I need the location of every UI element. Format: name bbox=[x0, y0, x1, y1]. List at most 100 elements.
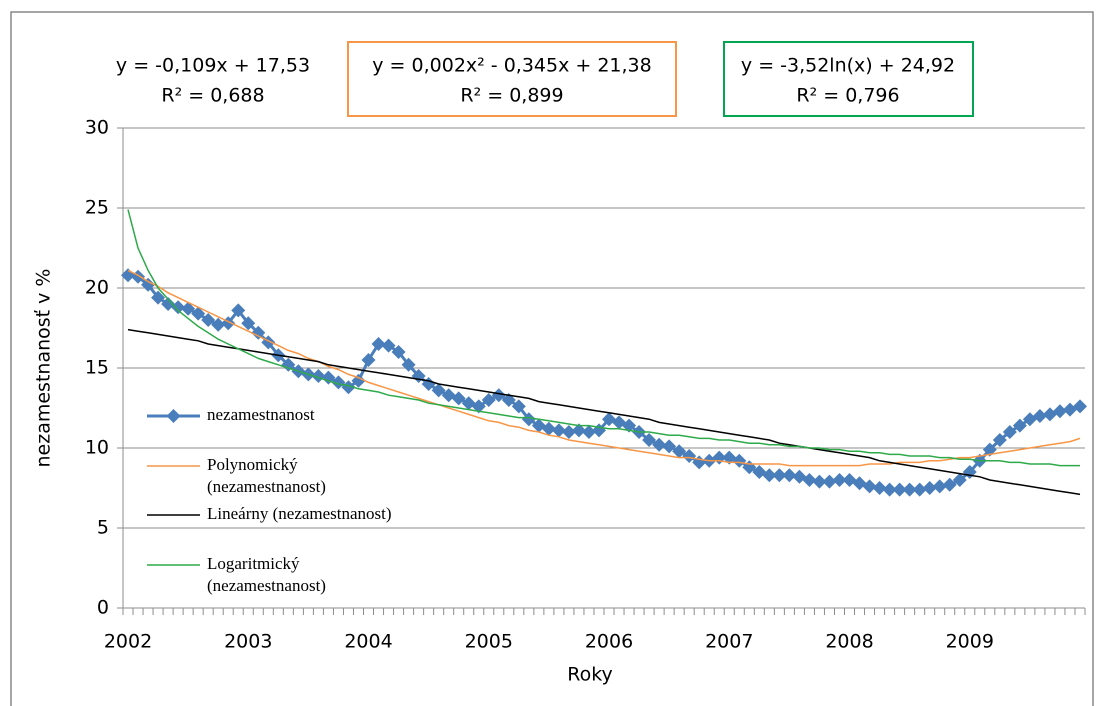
data-marker bbox=[361, 353, 376, 367]
y-tick-label: 20 bbox=[85, 277, 109, 299]
data-marker bbox=[321, 370, 336, 385]
equation-text: R² = 0,796 bbox=[796, 85, 899, 107]
data-marker bbox=[662, 439, 677, 454]
legend-label-line: Logaritmický bbox=[207, 554, 300, 573]
data-marker bbox=[892, 482, 907, 497]
equation-box bbox=[347, 41, 677, 117]
equation-text: R² = 0,899 bbox=[460, 85, 563, 107]
data-marker bbox=[832, 473, 847, 487]
data-marker bbox=[952, 473, 967, 487]
x-tick-label: 2006 bbox=[585, 631, 633, 653]
data-marker bbox=[241, 316, 256, 331]
data-marker bbox=[882, 482, 897, 497]
data-marker bbox=[371, 337, 386, 351]
data-marker bbox=[481, 393, 496, 407]
legend-label-line: (nezamestnanost) bbox=[207, 477, 326, 496]
data-marker bbox=[331, 375, 346, 390]
equation-box bbox=[723, 41, 974, 117]
data-marker bbox=[932, 479, 947, 494]
equation-text: y = 0,002x² - 0,345x + 21,38 bbox=[372, 55, 651, 77]
data-marker bbox=[862, 479, 877, 494]
data-marker bbox=[381, 338, 396, 353]
data-marker bbox=[1002, 425, 1017, 439]
data-marker bbox=[211, 317, 226, 332]
data-marker bbox=[1072, 399, 1087, 414]
trend-line bbox=[127, 328, 1081, 496]
x-tick-label: 2005 bbox=[465, 631, 513, 653]
y-axis-label: nezamestnanosť v % bbox=[33, 269, 55, 468]
data-marker bbox=[491, 388, 506, 403]
data-marker bbox=[802, 473, 817, 487]
y-tick-label: 5 bbox=[97, 517, 109, 539]
data-marker bbox=[902, 482, 917, 497]
data-marker bbox=[541, 421, 556, 436]
data-marker bbox=[1012, 418, 1027, 433]
legend-label: nezamestnanost bbox=[207, 405, 315, 424]
data-marker bbox=[822, 474, 837, 489]
data-marker bbox=[652, 437, 667, 452]
data-marker bbox=[511, 399, 526, 414]
equation-text: R² = 0,688 bbox=[161, 85, 264, 107]
data-marker bbox=[351, 373, 366, 388]
data-marker bbox=[992, 433, 1007, 447]
x-tick-label: 2008 bbox=[825, 631, 873, 653]
data-marker bbox=[561, 425, 576, 439]
data-marker bbox=[201, 313, 216, 327]
x-tick-label: 2004 bbox=[344, 631, 392, 653]
data-marker bbox=[762, 468, 777, 483]
y-tick-label: 15 bbox=[85, 357, 109, 379]
x-tick-label: 2007 bbox=[705, 631, 753, 653]
data-marker bbox=[732, 453, 747, 468]
data-marker bbox=[912, 482, 927, 497]
data-marker bbox=[151, 290, 166, 305]
data-marker bbox=[391, 345, 406, 359]
legend-label: Lineárny (nezamestnanost) bbox=[207, 504, 392, 523]
data-marker bbox=[431, 383, 446, 398]
data-marker bbox=[772, 468, 787, 483]
data-marker bbox=[451, 391, 466, 406]
data-marker bbox=[171, 300, 186, 315]
data-marker bbox=[251, 325, 266, 340]
data-marker bbox=[922, 481, 937, 495]
y-tick-label: 0 bbox=[97, 597, 109, 619]
legend-label-line: (nezamestnanost) bbox=[207, 576, 326, 595]
trend-line bbox=[127, 209, 1080, 467]
x-tick-label: 2002 bbox=[104, 631, 152, 653]
data-marker bbox=[191, 306, 206, 321]
data-marker bbox=[521, 412, 536, 427]
legend-marker bbox=[166, 409, 181, 423]
x-tick-label: 2009 bbox=[946, 631, 994, 653]
data-marker bbox=[571, 423, 586, 438]
data-marker bbox=[1052, 404, 1067, 419]
trend-line bbox=[127, 269, 1081, 467]
data-marker bbox=[782, 468, 797, 483]
legend-label: Polynomický (nezamestnanost) bbox=[207, 455, 326, 496]
x-axis-label: Roky bbox=[567, 664, 613, 686]
equation-text: y = -0,109x + 17,53 bbox=[116, 55, 310, 77]
equation-text: y = -3,52ln(x) + 24,92 bbox=[741, 55, 955, 77]
data-marker bbox=[872, 481, 887, 495]
data-marker bbox=[642, 433, 657, 447]
data-marker bbox=[141, 277, 156, 292]
y-tick-label: 30 bbox=[85, 117, 109, 139]
data-marker bbox=[551, 423, 566, 438]
data-marker bbox=[341, 380, 356, 395]
y-tick-label: 25 bbox=[85, 197, 109, 219]
chart-frame bbox=[10, 11, 1094, 706]
data-marker bbox=[682, 449, 697, 463]
data-marker bbox=[231, 303, 246, 318]
data-marker bbox=[1032, 409, 1047, 423]
x-tick-label: 2003 bbox=[224, 631, 272, 653]
data-marker bbox=[942, 477, 957, 492]
data-marker bbox=[672, 444, 687, 459]
data-marker bbox=[581, 425, 596, 439]
y-tick-label: 10 bbox=[85, 437, 109, 459]
legend-label-line: Polynomický bbox=[207, 455, 298, 474]
data-marker bbox=[281, 357, 296, 372]
data-marker bbox=[181, 301, 196, 316]
data-marker bbox=[812, 474, 827, 489]
data-marker bbox=[401, 357, 416, 372]
legend-label: Logaritmický (nezamestnanost) bbox=[207, 554, 326, 595]
